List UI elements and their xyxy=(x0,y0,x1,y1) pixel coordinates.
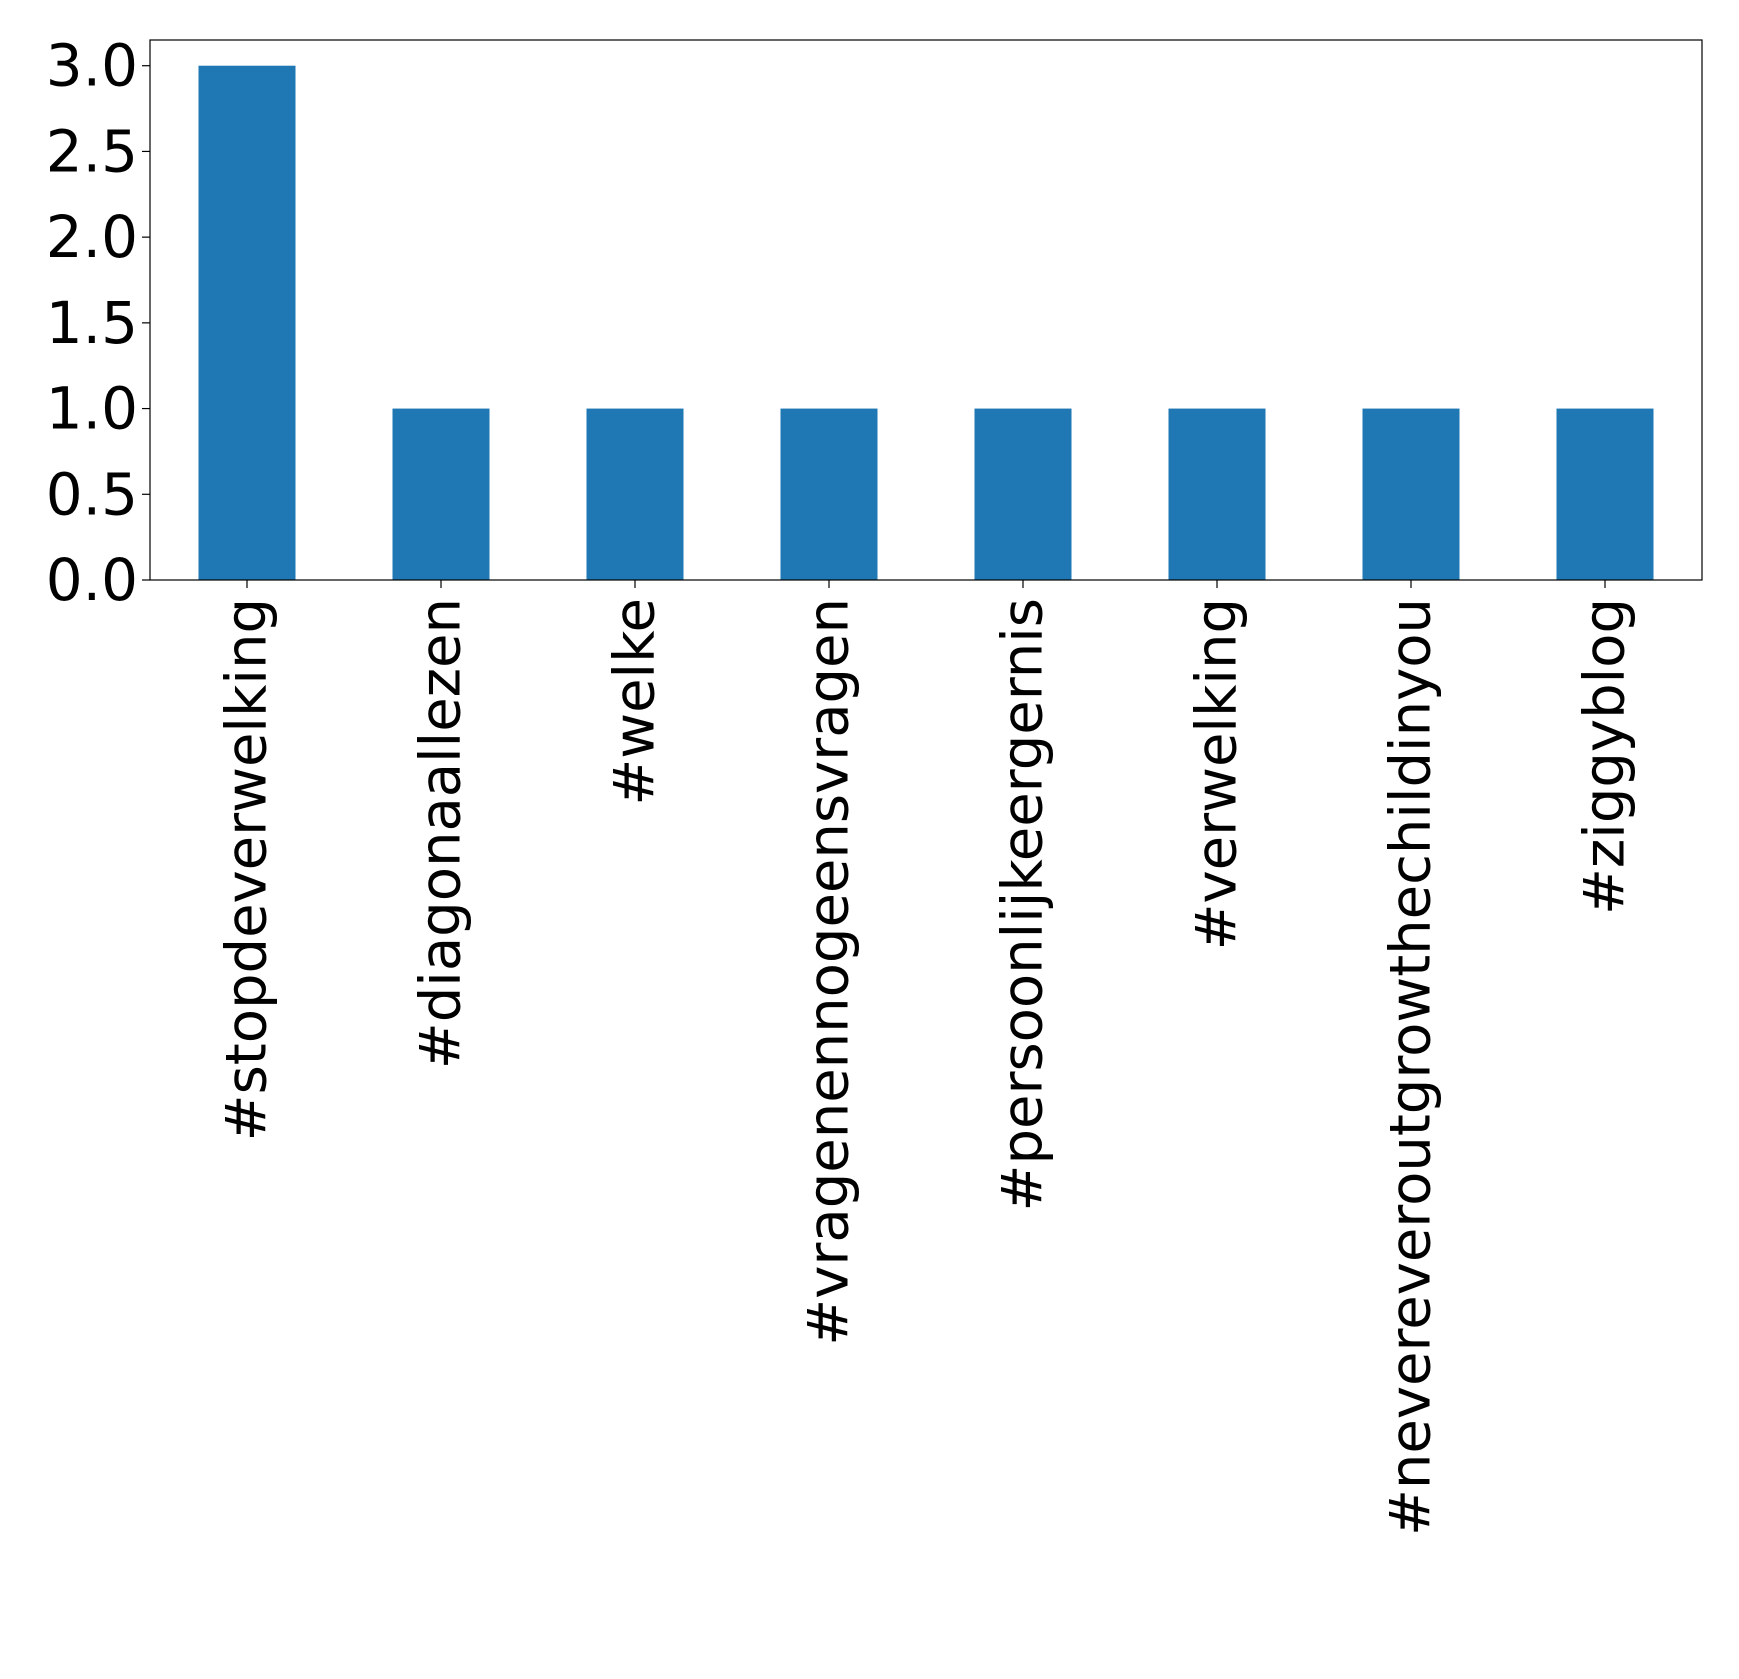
x-tick-label: #stopdeverwelking xyxy=(215,598,280,1141)
x-tick-label: #welke xyxy=(603,598,668,806)
x-tick-label: #nevereveroutgrowthechildinyou xyxy=(1379,598,1444,1536)
axes-layer xyxy=(149,39,1703,581)
bar xyxy=(586,408,684,580)
bar xyxy=(780,408,878,580)
y-tick-label: 0.0 xyxy=(46,546,138,614)
bar xyxy=(1168,408,1266,580)
x-tick-label: #persoonlijkeergernis xyxy=(991,598,1056,1211)
y-axis-ticks: 0.0 0.5 1.0 1.5 2.0 2.5 3.0 xyxy=(46,32,150,614)
x-tick-label: #ziggyblog xyxy=(1573,598,1638,915)
bar xyxy=(1556,408,1654,580)
y-tick-label: 0.5 xyxy=(46,460,138,528)
x-tick-label: #verwelking xyxy=(1185,598,1250,950)
x-axis-ticks: #stopdeverwelking #diagonaallezen #welke #v… xyxy=(215,580,1638,1536)
plot-frame xyxy=(149,39,1703,581)
bar xyxy=(974,408,1072,580)
y-tick-label: 1.0 xyxy=(46,375,138,443)
y-tick-label: 2.0 xyxy=(46,203,138,271)
y-tick-label: 1.5 xyxy=(46,289,138,357)
y-tick-label: 2.5 xyxy=(46,117,138,185)
x-tick-label: #vragenennogeensvragen xyxy=(797,598,862,1346)
bar xyxy=(1362,408,1460,580)
bars-layer xyxy=(198,65,1654,580)
bar xyxy=(198,65,296,580)
x-tick-label: #diagonaallezen xyxy=(409,598,474,1069)
y-tick-label: 3.0 xyxy=(46,32,138,100)
bar xyxy=(392,408,490,580)
